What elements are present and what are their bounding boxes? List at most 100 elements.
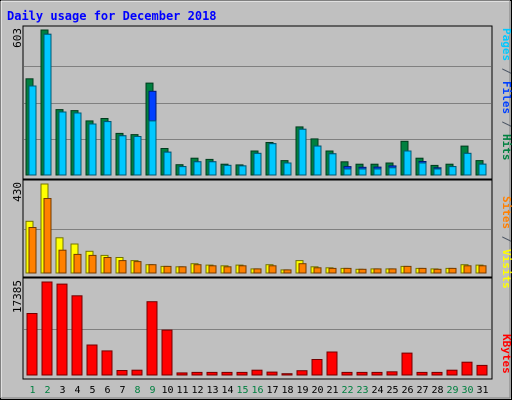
x-tick-label-day-15: 15 <box>236 385 248 396</box>
bar-pages-day-3 <box>58 111 67 176</box>
legend-entry: / <box>500 114 512 134</box>
bar-kbytes-day-21 <box>326 351 338 376</box>
legend-pages-files-hits: Pages / Files / Hits <box>500 28 512 161</box>
bar-pages-day-19 <box>298 128 307 176</box>
bar-sites-day-22 <box>343 267 352 274</box>
bar-kbytes-day-22 <box>341 371 353 376</box>
bar-pages-day-21 <box>328 153 337 176</box>
bar-kbytes-day-3 <box>56 283 68 376</box>
bar-kbytes-day-13 <box>206 371 218 376</box>
bar-kbytes-day-17 <box>266 371 278 376</box>
legend-sites-visits: Sites / Visits <box>500 196 512 289</box>
legend-entry: Sites <box>500 196 512 229</box>
bar-kbytes-day-16 <box>251 369 263 376</box>
bar-sites-day-29 <box>448 267 457 274</box>
x-tick-label-day-7: 7 <box>119 385 125 396</box>
panels-layer <box>22 25 493 380</box>
bar-kbytes-day-11 <box>176 372 188 376</box>
bar-kbytes-day-15 <box>236 371 248 376</box>
x-axis-labels: 1 2 3 4 5 6 7 8 9 10 11 12 13 14 15 16 17 18 19 20 21 22 23 24 2… <box>29 385 488 396</box>
x-tick-label-day-31: 31 <box>476 385 488 396</box>
x-tick-label-day-22: 22 <box>341 385 353 396</box>
x-tick-label-day-18: 18 <box>281 385 293 396</box>
bar-kbytes-day-6 <box>101 350 113 376</box>
bar-sites-day-8 <box>133 261 142 274</box>
bar-kbytes-day-7 <box>116 370 128 376</box>
bar-sites-day-18 <box>283 269 292 274</box>
bar-sites-day-13 <box>208 265 217 274</box>
bar-kbytes-day-25 <box>386 371 398 376</box>
x-tick-label-day-2: 2 <box>44 385 50 396</box>
bar-pages-day-15 <box>238 165 247 176</box>
panel-kbytes <box>22 277 493 380</box>
bar-pages-day-27 <box>418 162 427 176</box>
x-tick-label-day-4: 4 <box>74 385 80 396</box>
bar-sites-day-28 <box>433 268 442 274</box>
bar-pages-day-29 <box>448 166 457 176</box>
bar-sites-day-2 <box>43 198 52 274</box>
bar-pages-day-22 <box>343 168 352 176</box>
bar-sites-day-20 <box>313 267 322 274</box>
x-tick-label-day-20: 20 <box>311 385 323 396</box>
bar-sites-day-31 <box>478 265 487 274</box>
x-tick-label-day-16: 16 <box>251 385 263 396</box>
bar-kbytes-day-1 <box>26 313 38 376</box>
bar-pages-day-2 <box>43 33 52 176</box>
x-tick-label-day-8: 8 <box>134 385 140 396</box>
x-tick-label-day-3: 3 <box>59 385 65 396</box>
bar-kbytes-day-29 <box>446 369 458 376</box>
bar-sites-day-27 <box>418 267 427 274</box>
bar-sites-day-26 <box>403 265 412 274</box>
legend-entry: Files <box>500 81 512 114</box>
x-tick-label-day-23: 23 <box>356 385 368 396</box>
x-tick-label-day-17: 17 <box>266 385 278 396</box>
legend-entry: Hits <box>500 134 512 161</box>
x-tick-label-day-21: 21 <box>326 385 338 396</box>
bar-kbytes-day-26 <box>401 352 413 376</box>
panel-background <box>22 277 493 380</box>
x-tick-label-day-25: 25 <box>386 385 398 396</box>
bar-sites-day-9 <box>148 264 157 274</box>
x-tick-label-day-6: 6 <box>104 385 110 396</box>
bar-sites-day-1 <box>28 227 37 274</box>
x-tick-label-day-24: 24 <box>371 385 383 396</box>
bar-pages-day-14 <box>223 164 232 176</box>
x-tick-label-day-10: 10 <box>161 385 173 396</box>
x-tick-label-day-5: 5 <box>89 385 95 396</box>
panel-visits-sites <box>22 179 493 278</box>
legend-entry: Pages <box>500 28 512 61</box>
bar-sites-day-5 <box>88 254 97 274</box>
bar-sites-day-10 <box>163 265 172 274</box>
legend-kbytes: KBytes <box>500 334 512 374</box>
bar-sites-day-3 <box>58 249 67 274</box>
x-tick-label-day-28: 28 <box>431 385 443 396</box>
bar-kbytes-day-30 <box>461 361 473 376</box>
bar-sites-day-23 <box>358 268 367 274</box>
bar-pages-day-11 <box>178 166 187 176</box>
x-tick-label-day-29: 29 <box>446 385 458 396</box>
bar-kbytes-day-9 <box>146 301 158 376</box>
legend-entry: Visits <box>500 249 512 289</box>
legend-entry: / <box>500 229 512 249</box>
bar-kbytes-day-31 <box>476 364 488 376</box>
bar-sites-day-19 <box>298 263 307 274</box>
x-tick-label-day-14: 14 <box>221 385 233 396</box>
x-tick-label-day-30: 30 <box>461 385 473 396</box>
bar-kbytes-day-12 <box>191 371 203 376</box>
top-panel-max-label: 603 <box>11 28 24 48</box>
bar-sites-day-4 <box>73 253 82 274</box>
x-tick-label-day-19: 19 <box>296 385 308 396</box>
bar-pages-day-18 <box>283 162 292 176</box>
bar-sites-day-21 <box>328 267 337 274</box>
bar-kbytes-day-24 <box>371 371 383 376</box>
x-tick-label-day-1: 1 <box>29 385 35 396</box>
bar-kbytes-day-4 <box>71 295 83 376</box>
bottom-panel-max-label: 17385 <box>11 280 24 313</box>
bar-pages-day-7 <box>118 135 127 176</box>
bar-kbytes-day-5 <box>86 344 98 376</box>
bar-pages-day-10 <box>163 151 172 176</box>
bar-kbytes-day-10 <box>161 329 173 376</box>
bar-kbytes-day-18 <box>281 373 293 376</box>
bar-sites-day-24 <box>373 268 382 274</box>
